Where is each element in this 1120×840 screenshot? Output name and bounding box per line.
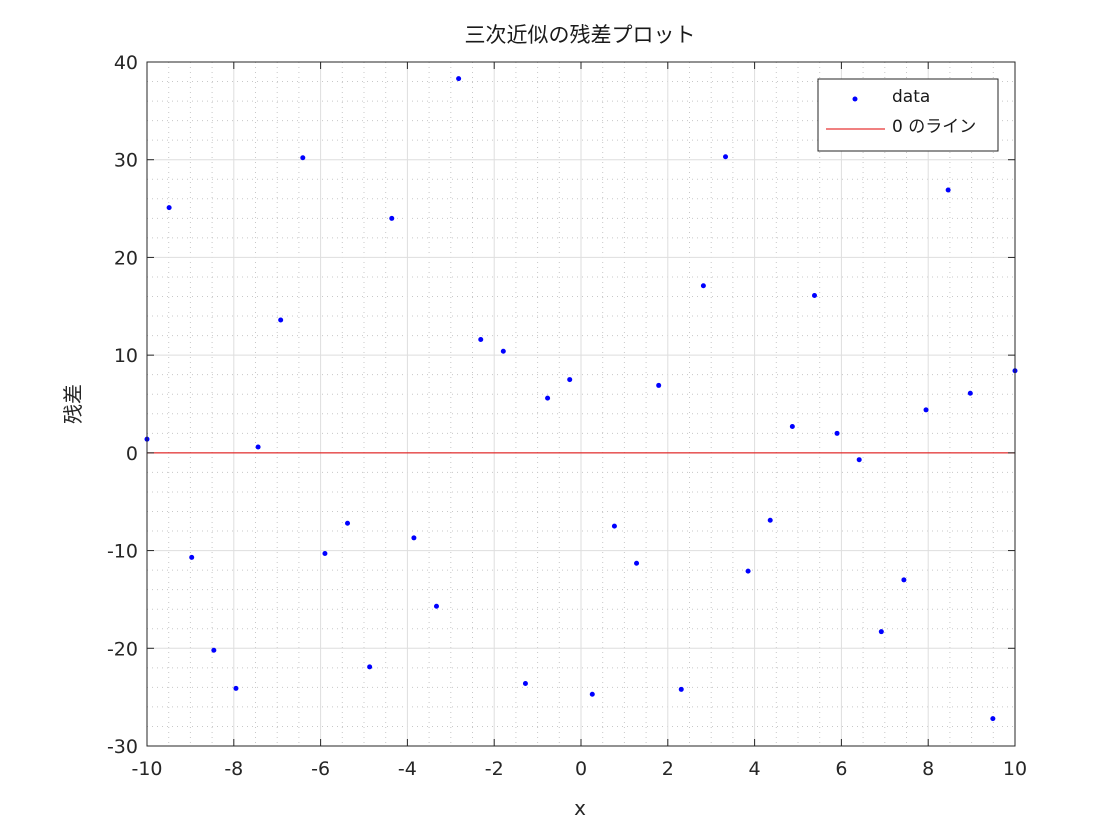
legend: data 0 のライン — [817, 78, 999, 152]
y-tick-label: -30 — [107, 736, 138, 758]
y-tick-label: -10 — [107, 541, 138, 563]
data-point — [345, 520, 351, 526]
data-point — [478, 337, 484, 343]
legend-data-label: data — [892, 87, 930, 107]
y-tick-label: -20 — [107, 638, 138, 660]
y-tick-label: 10 — [114, 345, 138, 367]
data-point — [567, 377, 573, 383]
data-point — [278, 317, 284, 323]
legend-data-marker — [852, 96, 858, 102]
x-tick-label: 10 — [1003, 758, 1027, 780]
data-point — [500, 348, 506, 354]
data-point — [990, 716, 996, 722]
y-axis: -30 -20 -10 0 10 20 30 40 — [107, 52, 1015, 758]
data-point — [300, 155, 306, 161]
x-tick-label: -2 — [485, 758, 504, 780]
data-point — [367, 664, 373, 670]
data-point — [834, 430, 840, 436]
data-point — [545, 395, 551, 401]
data-point — [745, 568, 751, 574]
legend-zero-line-label: 0 のライン — [892, 117, 976, 137]
data-point — [723, 154, 729, 160]
minor-grid — [147, 62, 1015, 746]
data-point — [811, 293, 817, 299]
y-tick-label: 20 — [114, 247, 138, 269]
x-tick-label: 0 — [575, 758, 587, 780]
y-tick-label: 30 — [114, 150, 138, 172]
x-tick-label: 4 — [749, 758, 761, 780]
data-point — [856, 457, 862, 463]
data-point — [233, 685, 239, 691]
data-point — [189, 554, 195, 560]
data-point — [700, 283, 706, 289]
data-point — [967, 390, 973, 396]
data-point — [166, 205, 172, 211]
x-tick-label: -4 — [398, 758, 417, 780]
legend-box — [817, 78, 999, 152]
data-point — [411, 535, 417, 541]
x-axis-label: x — [574, 796, 586, 820]
x-tick-label: -6 — [311, 758, 330, 780]
y-tick-label: 0 — [126, 443, 138, 465]
data-point — [522, 680, 528, 686]
data-point — [878, 629, 884, 635]
data-point — [433, 603, 439, 609]
data-point — [767, 517, 773, 523]
data-point — [589, 691, 595, 697]
data-point — [789, 423, 795, 429]
y-axis-label: 残差 — [61, 384, 85, 424]
x-tick-label: 8 — [922, 758, 934, 780]
data-point — [901, 577, 907, 583]
data-point — [389, 215, 395, 221]
x-tick-label: 6 — [835, 758, 847, 780]
x-axis: -10 -8 -6 -4 -2 0 2 4 6 8 10 — [131, 62, 1027, 780]
series-layer — [144, 76, 1018, 722]
data-point — [678, 686, 684, 692]
data-point — [211, 647, 217, 653]
data-point — [456, 76, 462, 82]
data-point — [634, 560, 640, 566]
data-point — [611, 523, 617, 529]
y-tick-label: 40 — [114, 52, 138, 74]
data-point — [923, 407, 929, 413]
data-point — [322, 551, 328, 557]
x-tick-label: 2 — [662, 758, 674, 780]
data-point — [656, 382, 662, 388]
data-point — [255, 444, 261, 450]
x-tick-label: -10 — [131, 758, 162, 780]
data-point — [945, 187, 951, 193]
x-tick-label: -8 — [224, 758, 243, 780]
chart-title: 三次近似の残差プロット — [465, 23, 696, 47]
